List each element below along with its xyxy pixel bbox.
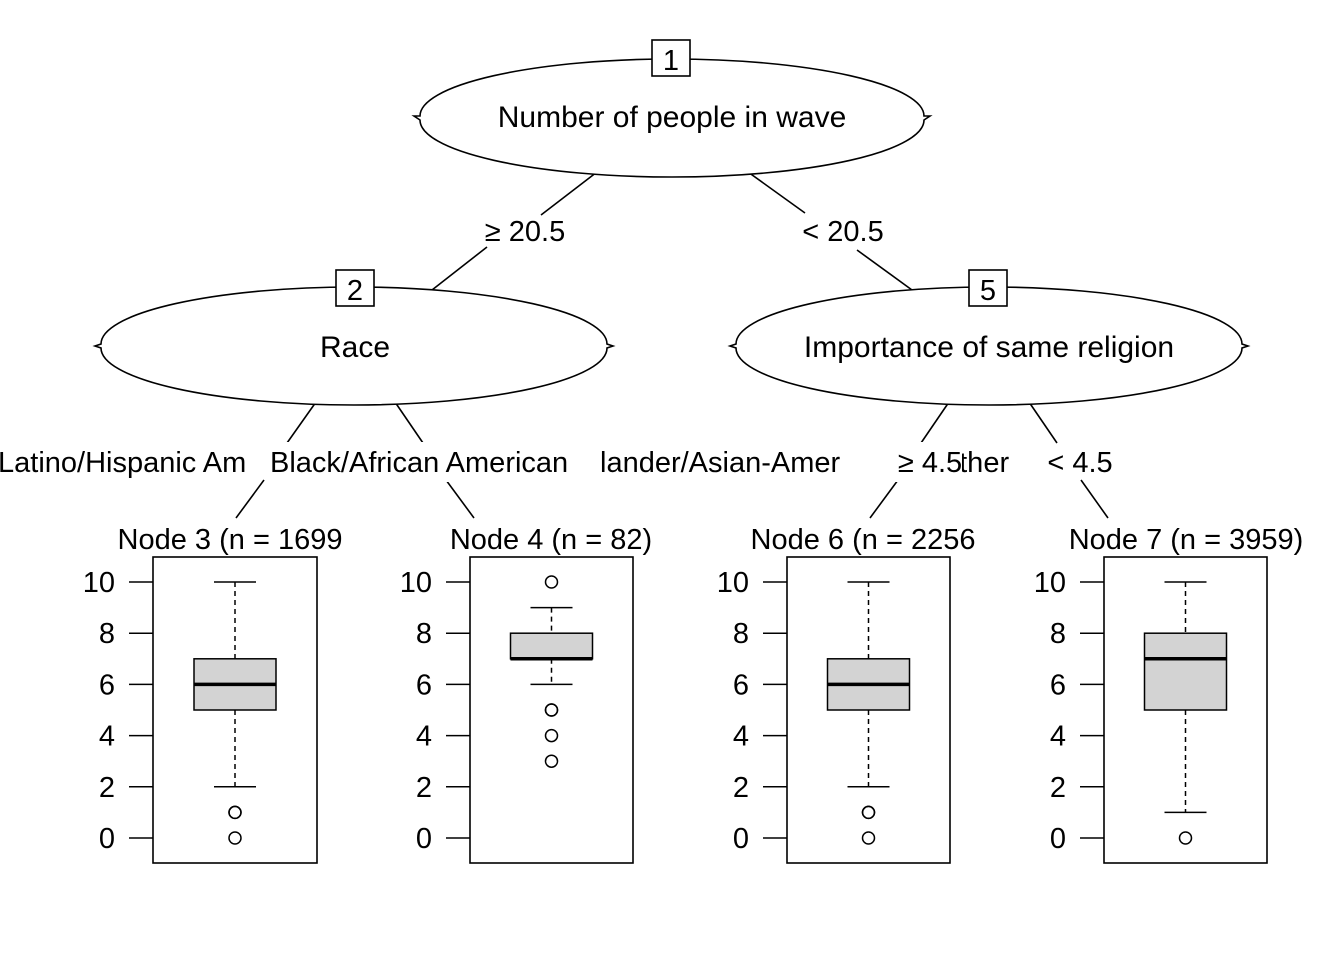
panel-frame	[152, 556, 318, 864]
edge-label: Latino/Hispanic Am	[0, 447, 246, 479]
outlier-point	[861, 805, 876, 820]
edge-line	[1028, 401, 1058, 444]
y-tick-label: 10	[717, 567, 749, 599]
y-tick-label: 2	[733, 772, 749, 804]
edge-label: Black/African American	[270, 447, 568, 479]
node-id: 1	[663, 45, 679, 77]
terminal-node-title: Node 6 (n = 2256	[751, 524, 976, 556]
edge-line	[869, 479, 899, 519]
edge-label: ≥ 20.5	[485, 216, 565, 248]
outlier-point	[544, 728, 559, 743]
y-tick-label: 10	[400, 567, 432, 599]
panel-frame	[469, 556, 634, 864]
y-tick-label: 10	[83, 567, 115, 599]
node-id: 2	[347, 275, 363, 307]
y-tick-label: 6	[1050, 669, 1066, 701]
y-tick-label: 2	[416, 772, 432, 804]
node-label: Number of people in wave	[498, 101, 847, 134]
panel-frame	[1103, 556, 1268, 864]
boxplot-node-4: 0 2 4 6 8 10	[400, 556, 634, 864]
y-tick-label: 4	[99, 721, 115, 753]
y-tick-label: 6	[99, 669, 115, 701]
outlier-point	[228, 805, 242, 820]
node-id: 5	[980, 275, 996, 307]
y-tick-label: 0	[1050, 823, 1066, 855]
node-id-box	[651, 39, 691, 77]
boxplot-node-7: 0 2 4 6 8 10	[1034, 556, 1268, 864]
outlier-point	[544, 754, 559, 768]
edge-label: lander/Asian-Amer	[600, 447, 840, 479]
edge-label: ≥ 4.5	[898, 447, 962, 479]
node-ellipse	[92, 286, 616, 406]
y-tick-label: 8	[733, 618, 749, 650]
boxplot-node-3: 0 2 4 6 8 10	[83, 556, 318, 864]
inner-node-2: Race 2	[92, 269, 616, 406]
y-tick-label: 6	[733, 669, 749, 701]
node-id-box	[335, 269, 375, 307]
edge-label: < 20.5	[802, 216, 883, 248]
edge-line	[235, 479, 265, 519]
y-tick-label: 0	[733, 823, 749, 855]
node-ellipse	[727, 286, 1251, 406]
label-mask	[598, 442, 865, 482]
edge-line	[394, 401, 424, 444]
y-tick-label: 8	[416, 618, 432, 650]
edge-line	[747, 171, 806, 214]
edge-line	[431, 246, 488, 291]
inner-node-1: Number of people in wave 1	[411, 39, 933, 178]
box-iqr	[509, 632, 594, 660]
boxplot-panels: 0 2 4 6 8 10 0 2 4 6 8 10 0 2 4 6 8 10 0 2 4 6 8 10	[83, 556, 1268, 864]
outlier-point	[861, 831, 876, 845]
outlier-point	[1178, 831, 1193, 845]
y-tick-label: 0	[99, 823, 115, 855]
y-tick-label: 0	[416, 823, 432, 855]
y-tick-label: 8	[99, 618, 115, 650]
box-iqr	[1143, 632, 1228, 711]
y-tick-label: 6	[416, 669, 432, 701]
panel-frame	[786, 556, 951, 864]
node-id-box	[968, 269, 1008, 307]
y-tick-label: 2	[1050, 772, 1066, 804]
edge-line	[445, 479, 475, 519]
label-mask	[268, 442, 600, 482]
label-mask	[870, 442, 962, 482]
edge-label: < 4.5	[1047, 447, 1112, 479]
y-tick-label: 4	[416, 721, 432, 753]
node-ellipse	[411, 58, 933, 178]
terminal-node-title: Node 3 (n = 1699	[118, 524, 343, 556]
terminal-node-title: Node 4 (n = 82)	[450, 524, 652, 556]
edge-line	[1080, 479, 1109, 519]
boxplot-node-6: 0 2 4 6 8 10	[717, 556, 951, 864]
y-tick-label: 8	[1050, 618, 1066, 650]
y-tick-label: 10	[1034, 567, 1066, 599]
node-label: Importance of same religion	[804, 331, 1174, 364]
outlier-point	[544, 703, 559, 717]
terminal-node-title: Node 7 (n = 3959)	[1069, 524, 1304, 556]
outlier-point	[228, 831, 242, 845]
y-tick-label: 4	[1050, 721, 1066, 753]
y-tick-label: 2	[99, 772, 115, 804]
outlier-point	[544, 575, 559, 589]
inner-node-5: Importance of same religion 5	[727, 269, 1251, 406]
edge-line	[856, 249, 913, 291]
edge-line	[286, 401, 317, 444]
edge-line	[540, 171, 598, 216]
y-tick-label: 4	[733, 721, 749, 753]
edge-line	[920, 401, 950, 444]
node-label: Race	[320, 331, 390, 364]
